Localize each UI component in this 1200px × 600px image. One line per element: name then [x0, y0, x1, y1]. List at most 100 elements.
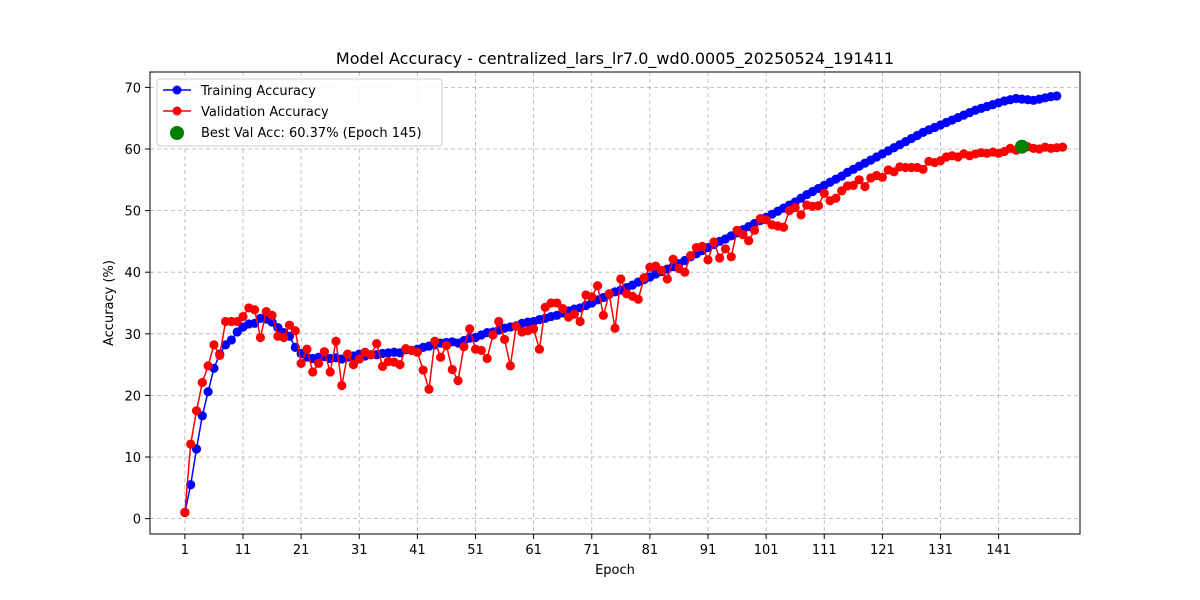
y-tick-label: 0	[133, 513, 141, 528]
data-point	[726, 252, 736, 262]
legend-train-marker	[172, 85, 182, 95]
data-point	[813, 201, 824, 211]
data-point	[796, 210, 806, 220]
y-tick-label: 60	[124, 143, 141, 158]
data-point	[255, 332, 266, 343]
data-point	[226, 335, 236, 345]
data-point	[372, 339, 382, 349]
x-axis-label: Epoch	[595, 563, 635, 578]
data-point	[569, 309, 579, 319]
y-axis-label: Accuracy (%)	[102, 260, 117, 346]
data-point	[749, 225, 760, 235]
x-tick-label: 91	[700, 543, 717, 558]
data-point	[476, 345, 486, 356]
data-point	[412, 347, 422, 357]
data-point	[238, 311, 248, 322]
data-point	[284, 320, 295, 330]
data-point	[854, 175, 864, 185]
data-point	[680, 267, 690, 277]
data-point	[436, 352, 446, 362]
data-point	[279, 332, 289, 343]
data-point	[552, 298, 562, 308]
data-point	[424, 384, 434, 394]
x-tick-label: 51	[467, 543, 484, 558]
data-point	[348, 360, 359, 370]
data-point	[319, 347, 329, 357]
x-tick-label: 1	[181, 543, 189, 558]
data-point	[831, 193, 841, 203]
data-point	[313, 358, 324, 368]
x-tick-label: 11	[235, 543, 252, 558]
data-point	[639, 273, 649, 283]
data-point	[203, 361, 213, 371]
data-point	[459, 342, 469, 352]
data-point	[209, 340, 219, 350]
legend-best-label: Best Val Acc: 60.37% (Epoch 145)	[201, 126, 422, 141]
y-axis: 0 10 20 30 40 50 60 70	[124, 81, 150, 528]
data-point	[656, 265, 667, 275]
data-point	[709, 237, 719, 247]
x-tick-label: 121	[870, 543, 895, 558]
data-point	[325, 367, 335, 377]
data-point	[860, 181, 870, 192]
data-point	[499, 334, 510, 344]
legend-train-label: Training Accuracy	[200, 84, 316, 99]
data-point	[447, 364, 457, 375]
data-point	[610, 323, 620, 333]
plot-area-frame	[149, 71, 1081, 535]
data-point	[430, 336, 440, 346]
x-tick-label: 31	[351, 543, 368, 558]
data-point	[744, 236, 754, 246]
data-point	[778, 222, 789, 232]
data-point	[482, 353, 492, 364]
data-point	[534, 344, 545, 354]
data-point	[180, 507, 190, 518]
legend: Training Accuracy Validation Accuracy Be…	[156, 78, 443, 147]
data-point	[191, 406, 202, 416]
data-point	[715, 253, 725, 263]
data-point	[668, 254, 678, 264]
data-point	[848, 180, 858, 190]
data-point	[343, 349, 353, 359]
x-tick-label: 141	[986, 543, 1011, 558]
x-tick-label: 61	[525, 543, 542, 558]
series-1	[180, 142, 1068, 518]
data-point	[598, 310, 608, 320]
data-point	[488, 330, 498, 340]
data-point	[337, 380, 347, 391]
legend-val-label: Validation Accuracy	[201, 105, 329, 120]
y-tick-label: 30	[124, 328, 141, 343]
y-tick-label: 20	[124, 389, 141, 404]
data-point	[186, 480, 196, 490]
data-point	[267, 310, 277, 320]
data-point	[575, 316, 585, 327]
x-tick-label: 41	[409, 543, 426, 558]
x-tick-label: 131	[928, 543, 953, 558]
data-point	[558, 303, 568, 314]
y-tick-label: 40	[124, 266, 141, 281]
data-point	[366, 350, 376, 360]
legend-best-marker	[170, 126, 184, 140]
data-point	[662, 274, 672, 284]
data-point	[494, 316, 504, 327]
data-point	[418, 365, 428, 375]
best-val-marker	[1014, 139, 1029, 154]
legend-val-marker	[172, 106, 182, 116]
data-point	[592, 281, 603, 291]
x-tick-label: 21	[293, 543, 310, 558]
x-tick-label: 71	[583, 543, 600, 558]
data-point	[354, 354, 364, 364]
data-point	[186, 439, 196, 449]
data-point	[720, 244, 731, 254]
data-point	[290, 326, 300, 336]
data-point	[331, 336, 341, 346]
data-point	[203, 387, 213, 397]
chart-title: Model Accuracy - centralized_lars_lr7.0_…	[336, 49, 894, 69]
data-point	[250, 305, 260, 315]
data-point	[1052, 91, 1062, 101]
x-tick-label: 81	[642, 543, 659, 558]
data-point	[697, 241, 707, 251]
data-point	[308, 367, 318, 377]
x-axis: 1 11 21 31 41 51 61 71 81 91 101 111 121 131 141	[181, 534, 1011, 558]
